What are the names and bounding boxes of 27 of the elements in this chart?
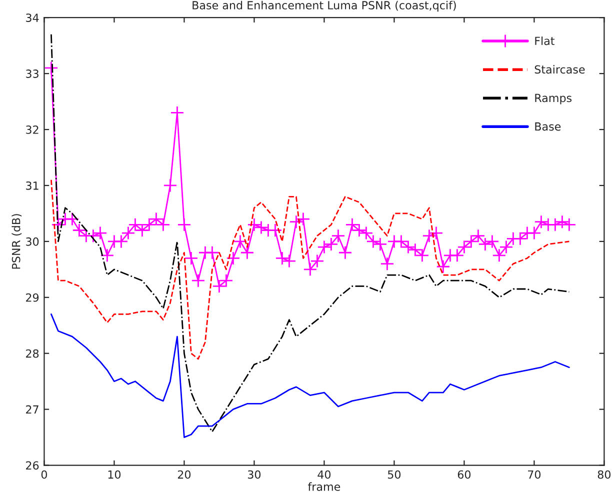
y-tick-label: 29 (26, 293, 39, 302)
x-tick-label: 20 (178, 470, 191, 479)
x-tick-label: 40 (318, 470, 331, 479)
legend-label: Staircase (534, 65, 585, 74)
y-tick-label: 26 (26, 461, 39, 470)
x-tick-label: 60 (458, 470, 471, 479)
y-tick-label: 32 (26, 125, 38, 134)
x-tick-label: 50 (388, 470, 401, 479)
y-axis-title: PSNR (dB) (12, 214, 22, 269)
legend-label: Flat (535, 36, 554, 46)
y-tick-label: 31 (26, 181, 38, 190)
line-series (50, 313, 570, 438)
x-tick-label: 30 (248, 470, 261, 479)
x-tick-label: 0 (41, 470, 48, 479)
x-tick-label: 10 (108, 470, 121, 479)
y-tick-label: 28 (26, 349, 39, 358)
chart-title: Base and Enhancement Luma PSNR (coast,qcif) (192, 0, 456, 12)
y-tick-label: 30 (26, 237, 39, 246)
y-tick-label: 34 (26, 14, 39, 22)
x-axis-title: frame (308, 482, 340, 491)
y-tick-label: 27 (26, 405, 38, 414)
x-tick-label: 70 (528, 470, 541, 479)
legend-label: Ramps (535, 94, 572, 104)
y-tick-label: 33 (26, 70, 38, 78)
line-series (50, 179, 570, 360)
legend-label: Base (535, 122, 561, 131)
x-tick-label: 80 (598, 470, 611, 479)
